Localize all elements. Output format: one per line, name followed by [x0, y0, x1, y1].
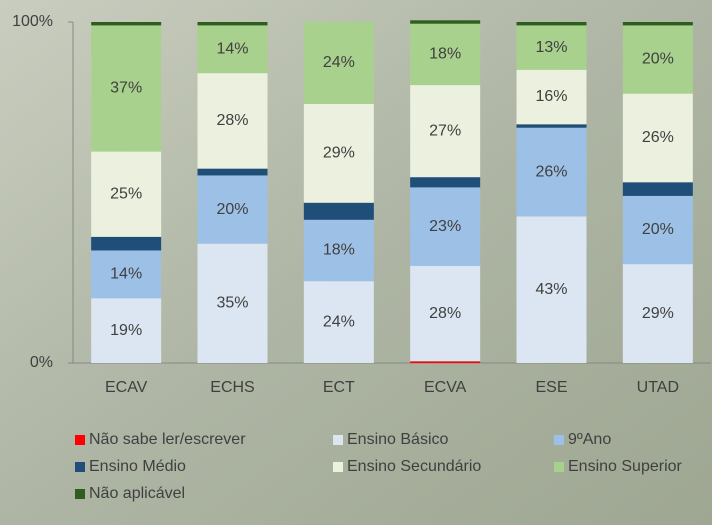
x-tick-label: ECHS [210, 379, 254, 396]
legend-swatch [75, 462, 85, 472]
data-label: 16% [535, 88, 567, 105]
data-label: 20% [642, 51, 674, 68]
bar-segment [91, 22, 161, 25]
bar-segment [304, 203, 374, 220]
data-label: 18% [429, 46, 461, 63]
y-tick-label: 100% [12, 13, 53, 30]
data-label: 14% [216, 40, 248, 57]
data-label: 37% [110, 80, 142, 97]
x-tick-label: ECT [323, 379, 355, 396]
bar-segment [517, 124, 587, 127]
x-tick-label: ESE [535, 379, 567, 396]
x-tick-label: UTAD [637, 379, 679, 396]
data-label: 20% [216, 201, 248, 218]
legend-label: Ensino Médio [89, 458, 186, 475]
legend-label: 9ºAno [568, 431, 611, 448]
bar-segment [410, 361, 480, 363]
legend-label: Ensino Básico [347, 431, 448, 448]
x-tick-label: ECAV [105, 379, 148, 396]
data-label: 18% [323, 242, 355, 259]
chart: 0% 100% ECAV 19% 14% 25% 37% ECHS 35% 20% 28% 14% EC… [0, 0, 712, 525]
legend-swatch [554, 435, 564, 445]
data-label: 26% [642, 129, 674, 146]
legend-swatch [554, 462, 564, 472]
data-label: 43% [535, 281, 567, 298]
legend-label: Ensino Superior [568, 458, 683, 475]
legend-label: Não aplicável [89, 485, 185, 502]
x-tick-label: ECVA [424, 379, 467, 396]
bar-segment [623, 182, 693, 196]
bar-segment [623, 22, 693, 25]
legend-swatch [333, 462, 343, 472]
data-label: 14% [110, 266, 142, 283]
legend-label: Ensino Secundário [347, 458, 481, 475]
data-label: 29% [323, 145, 355, 162]
data-label: 24% [323, 313, 355, 330]
legend-swatch [75, 435, 85, 445]
legend-swatch [75, 489, 85, 499]
data-label: 13% [535, 39, 567, 56]
legend-swatch [333, 435, 343, 445]
bar-segment [517, 22, 587, 25]
bar-segment [198, 22, 268, 25]
data-label: 25% [110, 185, 142, 202]
bar-segment [91, 237, 161, 251]
legend-label: Não sabe ler/escrever [89, 431, 246, 448]
data-label: 28% [216, 112, 248, 129]
data-label: 24% [323, 54, 355, 71]
bar-segment [198, 169, 268, 176]
data-label: 23% [429, 218, 461, 235]
y-tick-label: 0% [30, 354, 53, 371]
data-label: 20% [642, 221, 674, 238]
data-label: 26% [535, 163, 567, 180]
data-label: 35% [216, 295, 248, 312]
data-label: 19% [110, 322, 142, 339]
data-label: 29% [642, 305, 674, 322]
bar-segment [410, 177, 480, 187]
bar-segment [410, 20, 480, 23]
data-label: 28% [429, 305, 461, 322]
data-label: 27% [429, 122, 461, 139]
